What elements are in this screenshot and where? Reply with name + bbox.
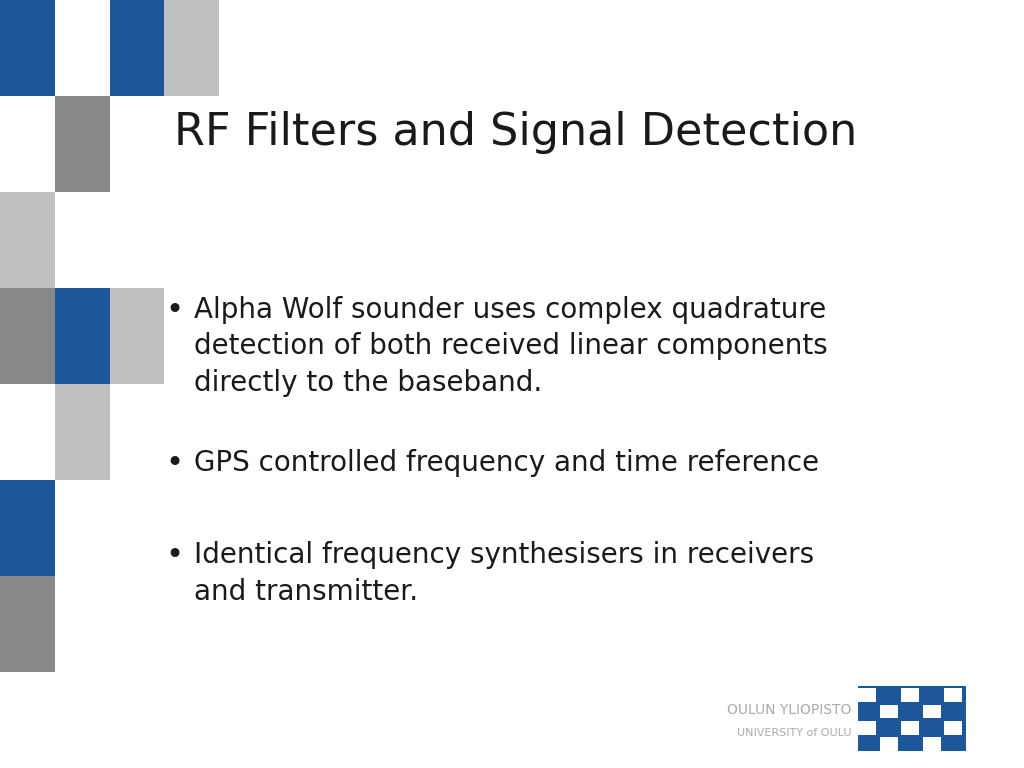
Text: Identical frequency synthesisers in receivers
and transmitter.: Identical frequency synthesisers in rece…	[195, 541, 814, 606]
Text: OULUN YLIOPISTO: OULUN YLIOPISTO	[727, 703, 851, 717]
Bar	[0, 480, 54, 576]
Bar	[901, 721, 920, 735]
Bar	[54, 384, 110, 480]
Bar	[880, 704, 898, 719]
Bar	[880, 737, 898, 751]
Bar	[0, 288, 54, 384]
Text: •: •	[165, 541, 183, 571]
Bar	[901, 688, 920, 702]
Bar	[110, 0, 164, 96]
Text: UNIVERSITY of OULU: UNIVERSITY of OULU	[736, 728, 851, 739]
Bar	[54, 96, 110, 192]
Bar	[858, 721, 877, 735]
Bar	[110, 288, 164, 384]
Text: GPS controlled frequency and time reference: GPS controlled frequency and time refere…	[195, 449, 819, 477]
Bar	[858, 688, 877, 702]
Bar	[0, 0, 54, 96]
Bar	[54, 288, 110, 384]
Bar	[923, 704, 941, 719]
Bar	[944, 721, 963, 735]
Text: Alpha Wolf sounder uses complex quadrature
detection of both received linear com: Alpha Wolf sounder uses complex quadratu…	[195, 296, 827, 397]
Text: •: •	[165, 449, 183, 478]
Bar	[164, 0, 219, 96]
Bar	[923, 737, 941, 751]
Bar	[54, 0, 110, 96]
Text: •: •	[165, 296, 183, 325]
Bar	[0, 576, 54, 672]
Bar	[0, 192, 54, 288]
Bar	[858, 686, 966, 751]
Text: RF Filters and Signal Detection: RF Filters and Signal Detection	[174, 111, 857, 154]
Bar	[944, 688, 963, 702]
